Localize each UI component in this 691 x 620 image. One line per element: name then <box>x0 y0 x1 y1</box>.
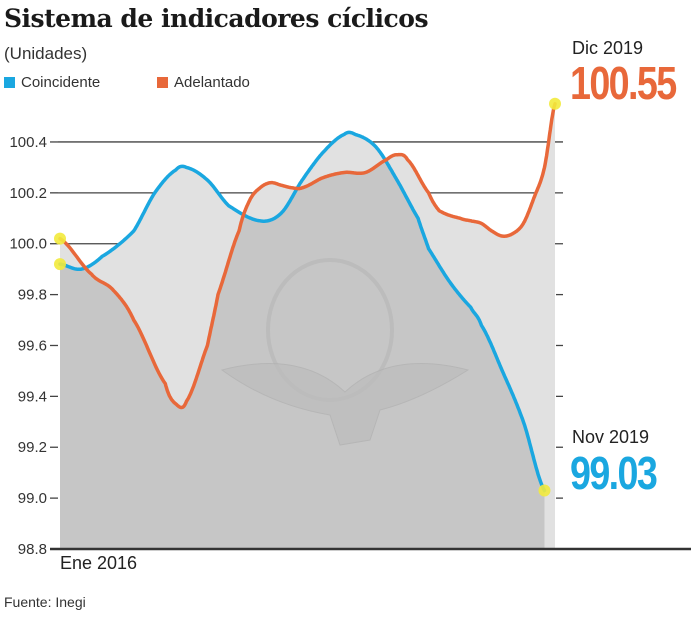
legend-label: Adelantado <box>174 74 250 91</box>
y-tick-label: 99.4 <box>18 388 47 405</box>
source-note: Fuente: Inegi <box>4 594 86 610</box>
annotation-label-nov: Nov 2019 <box>572 427 650 447</box>
annotation-value-dic: 100.55 <box>570 57 677 109</box>
highlight-point-adelantado <box>549 97 561 110</box>
watermark-eagle-icon <box>220 363 470 446</box>
chart-title: Sistema de indicadores cíclicos <box>4 4 429 33</box>
y-tick-label: 99.8 <box>18 287 47 304</box>
y-tick-label: 100.4 <box>9 134 47 151</box>
chart-subtitle: (Unidades) <box>4 44 88 63</box>
annotation-value-nov: 99.03 <box>570 447 658 499</box>
y-tick-label: 99.2 <box>18 439 47 456</box>
legend-item-adelantado: Adelantado <box>157 74 250 91</box>
highlight-point-coincidente <box>538 484 551 497</box>
line-adelantado <box>58 102 557 410</box>
highlight-point-coincidente <box>54 258 66 271</box>
legend-swatch-orange <box>157 77 168 88</box>
y-tick-label: 99.0 <box>18 490 47 507</box>
annotation-label-dic: Dic 2019 <box>572 38 644 58</box>
legend-swatch-blue <box>4 77 15 88</box>
highlight-point-adelantado <box>54 232 66 245</box>
y-tick-label: 98.8 <box>18 541 47 558</box>
y-tick-label: 99.6 <box>18 337 47 354</box>
legend-label: Coincidente <box>21 74 101 91</box>
y-tick-label: 100.2 <box>9 185 47 202</box>
x-start-label: Ene 2016 <box>60 553 138 573</box>
line-coincidente <box>58 130 547 493</box>
y-tick-label: 100.0 <box>9 236 47 253</box>
legend-item-coincidente: Coincidente <box>4 74 100 91</box>
area-dark-overlap <box>60 160 545 550</box>
